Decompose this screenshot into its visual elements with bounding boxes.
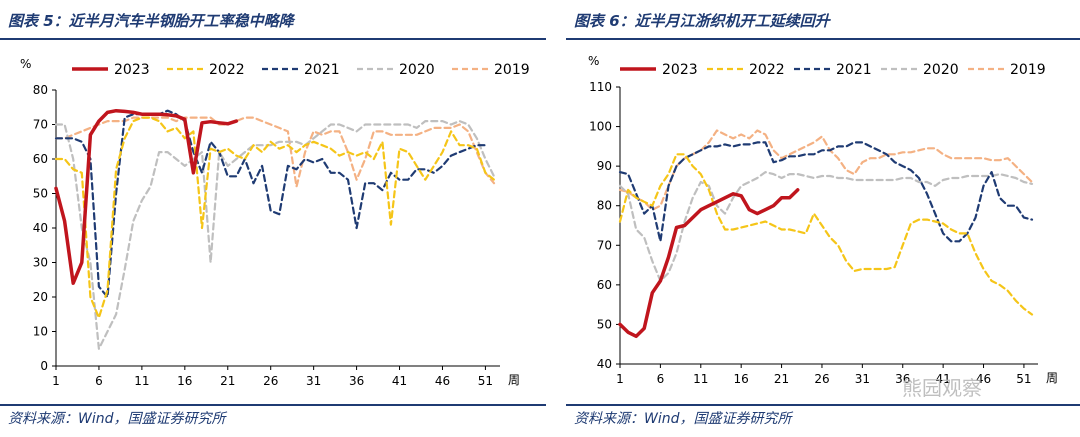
y-tick-label: 100 bbox=[589, 120, 612, 134]
legend-label-2021: 2021 bbox=[304, 62, 340, 78]
series-line-2022 bbox=[54, 116, 496, 319]
y-tick-label: 70 bbox=[33, 118, 48, 132]
watermark-text: 熊园观察 bbox=[902, 376, 982, 400]
x-tick-label: 31 bbox=[855, 372, 870, 386]
series-line-2023 bbox=[54, 108, 239, 285]
x-tick-label: 41 bbox=[392, 374, 407, 388]
x-tick-label: 1 bbox=[616, 372, 624, 386]
legend-label-2023: 2023 bbox=[114, 62, 150, 78]
y-tick-label: 90 bbox=[597, 159, 612, 173]
x-tick-label: 26 bbox=[263, 374, 278, 388]
series-line-2019 bbox=[54, 116, 496, 188]
source-rule bbox=[0, 404, 546, 406]
title-rule bbox=[0, 38, 546, 40]
x-tick-label: 11 bbox=[134, 374, 149, 388]
series-line-2023 bbox=[618, 188, 800, 339]
y-tick-label: 80 bbox=[597, 199, 612, 213]
series-line-2020 bbox=[618, 171, 1034, 282]
y-tick-label: 80 bbox=[33, 83, 48, 97]
x-tick-label: 51 bbox=[478, 374, 493, 388]
legend-label-2019: 2019 bbox=[494, 62, 530, 78]
y-tick-label: 0 bbox=[40, 359, 48, 373]
x-tick-label: 1 bbox=[52, 374, 60, 388]
x-axis-label: 周 bbox=[508, 373, 520, 387]
y-tick-label: 30 bbox=[33, 256, 48, 270]
legend-label-2022: 2022 bbox=[209, 62, 245, 78]
chart-source: 资料来源：Wind，国盛证券研究所 bbox=[574, 411, 792, 427]
y-tick-label: 70 bbox=[597, 238, 612, 252]
chart-title: 图表 5：近半月汽车半钢胎开工率稳中略降 bbox=[8, 12, 294, 30]
x-tick-label: 41 bbox=[935, 372, 950, 386]
x-tick-label: 46 bbox=[435, 374, 450, 388]
series-line-2019 bbox=[618, 129, 1034, 211]
legend-label-2020: 2020 bbox=[923, 62, 959, 78]
y-tick-label: 10 bbox=[33, 325, 48, 339]
x-tick-label: 16 bbox=[734, 372, 749, 386]
legend-label-2019: 2019 bbox=[1010, 62, 1046, 78]
y-tick-label: 60 bbox=[33, 152, 48, 166]
x-tick-label: 36 bbox=[349, 374, 364, 388]
x-tick-label: 6 bbox=[657, 372, 665, 386]
y-unit-label: % bbox=[20, 57, 31, 71]
chart-panel-right: 图表 6：近半月江浙织机开工延续回升 40 50 60 70 80 90 100 110 1 6 1… bbox=[566, 0, 1080, 437]
y-unit-label: % bbox=[588, 54, 599, 68]
series-line-2022 bbox=[618, 153, 1034, 316]
y-tick-label: 110 bbox=[589, 80, 612, 94]
x-tick-label: 16 bbox=[177, 374, 192, 388]
legend-label-2022: 2022 bbox=[749, 62, 785, 78]
legend-label-2020: 2020 bbox=[399, 62, 435, 78]
x-tick-label: 36 bbox=[895, 372, 910, 386]
x-tick-label: 51 bbox=[1016, 372, 1031, 386]
series-line-2021 bbox=[618, 141, 1034, 243]
x-axis-label: 周 bbox=[1046, 371, 1058, 385]
chart-panel-left: 图表 5：近半月汽车半钢胎开工率稳中略降 0 10 20 30 40 50 60 70 80 1 6… bbox=[0, 12, 546, 427]
series-line-2020 bbox=[54, 119, 496, 350]
chart-title: 图表 6：近半月江浙织机开工延续回升 bbox=[574, 12, 830, 30]
y-tick-label: 40 bbox=[33, 221, 48, 235]
x-tick-label: 21 bbox=[774, 372, 789, 386]
y-tick-label: 20 bbox=[33, 290, 48, 304]
y-tick-label: 50 bbox=[33, 187, 48, 201]
x-tick-label: 31 bbox=[306, 374, 321, 388]
x-tick-label: 6 bbox=[95, 374, 103, 388]
chart-source: 资料来源：Wind，国盛证券研究所 bbox=[8, 411, 226, 427]
legend-label-2021: 2021 bbox=[836, 62, 872, 78]
source-rule bbox=[566, 404, 1080, 406]
title-rule bbox=[566, 38, 1080, 40]
y-tick-label: 60 bbox=[597, 278, 612, 292]
series-line-2021 bbox=[54, 109, 487, 299]
x-tick-label: 26 bbox=[814, 372, 829, 386]
y-tick-label: 40 bbox=[597, 357, 612, 371]
x-tick-label: 46 bbox=[976, 372, 991, 386]
y-tick-label: 50 bbox=[597, 317, 612, 331]
legend-label-2023: 2023 bbox=[662, 62, 698, 78]
x-tick-label: 21 bbox=[220, 374, 235, 388]
x-tick-label: 11 bbox=[693, 372, 708, 386]
